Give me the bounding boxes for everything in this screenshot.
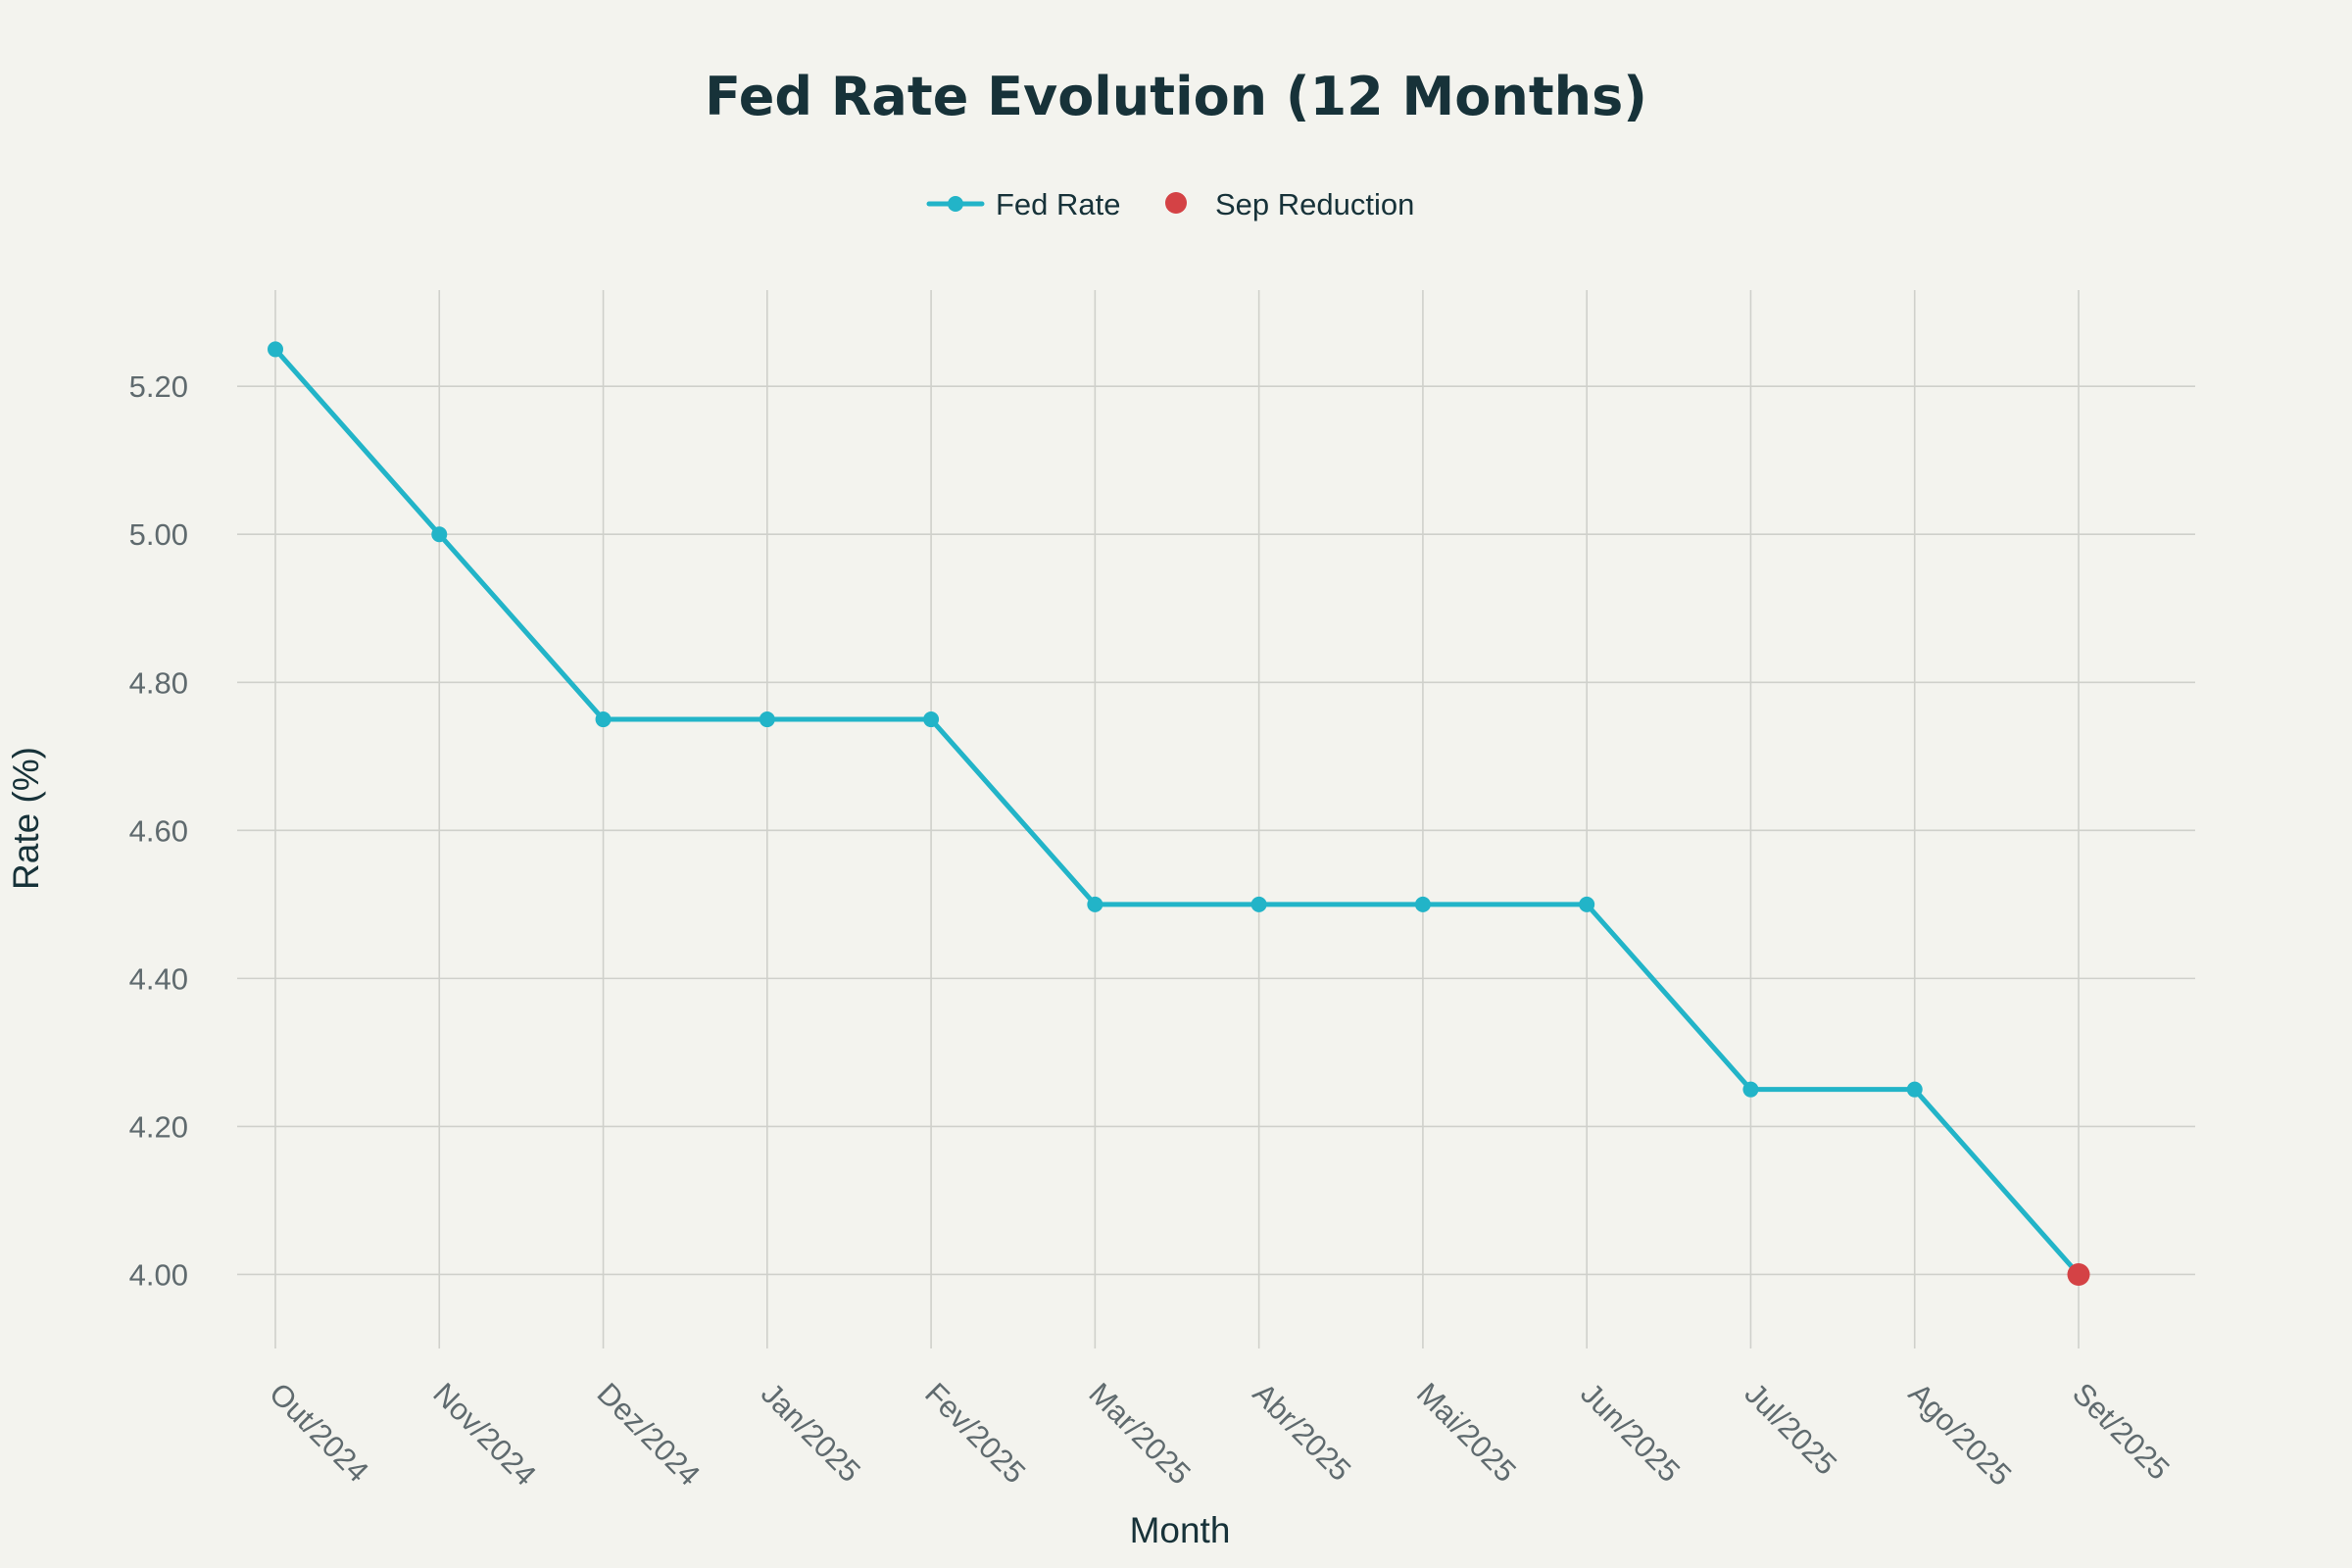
fed-rate-point-fev-2025[interactable] (923, 711, 940, 728)
series-layer (268, 341, 2090, 1286)
y-tick-label-4-40: 4.40 (129, 961, 188, 996)
y-tick-label-4-00: 4.00 (129, 1257, 188, 1292)
x-axis-title: Month (1130, 1510, 1231, 1550)
y-tick-label-5-00: 5.00 (129, 517, 188, 552)
y-axis-title: Rate (%) (6, 747, 46, 890)
legend-item-fed-rate[interactable]: Fed Rate (926, 187, 1121, 221)
y-tick-label-4-20: 4.20 (129, 1109, 188, 1144)
x-tick-label-set-2025: Set/2025 (2066, 1376, 2177, 1487)
x-tick-label-mar-2025: Mar/2025 (1082, 1376, 1197, 1491)
fed-rate-series-line (272, 346, 2082, 1277)
x-gridlines (274, 290, 2080, 1348)
legend-sep-reduction-marker-symbol (1165, 192, 1187, 214)
sep-reduction-point-set-2025[interactable] (2067, 1262, 2090, 1286)
fed-rate-point-abr-2025[interactable] (1250, 896, 1267, 912)
y-tick-label-4-80: 4.80 (129, 665, 188, 700)
x-tick-label-dez-2024: Dez/2024 (591, 1376, 708, 1493)
y-tick-label-5-20: 5.20 (129, 369, 188, 404)
x-tick-label-mai-2025: Mai/2025 (1410, 1376, 1523, 1489)
fed-rate-point-nov-2024[interactable] (431, 526, 448, 543)
x-tick-label-out-2024: Out/2024 (263, 1376, 375, 1489)
legend-item-sep-reduction[interactable]: Sep Reduction (1165, 187, 1414, 221)
x-tick-label-jul-2025: Jul/2025 (1739, 1376, 1844, 1482)
x-tick-label-jan-2025: Jan/2025 (755, 1376, 867, 1489)
fed-rate-point-jun-2025[interactable] (1579, 896, 1595, 912)
fed-rate-point-mar-2025[interactable] (1087, 896, 1103, 912)
x-axis-tick-labels: Out/2024 Nov/2024 Dez/2024 Jan/2025 Fev/2025… (263, 1376, 2177, 1493)
fed-rate-point-ago-2025[interactable] (1906, 1081, 1923, 1098)
y-axis-tick-labels: 4.00 4.20 4.40 4.60 4.80 5.00 5.20 (129, 369, 188, 1292)
x-tick-label-fev-2025: Fev/2025 (918, 1376, 1032, 1490)
fed-rate-point-out-2024[interactable] (268, 341, 283, 358)
x-tick-label-ago-2025: Ago/2025 (1902, 1376, 2019, 1493)
fed-rate-point-jan-2025[interactable] (759, 711, 775, 728)
y-tick-label-4-60: 4.60 (129, 813, 188, 848)
fed-rate-point-dez-2024[interactable] (595, 711, 612, 728)
legend-label-fed-rate: Fed Rate (996, 187, 1121, 221)
fed-rate-point-jul-2025[interactable] (1742, 1081, 1759, 1098)
x-tick-label-nov-2024: Nov/2024 (426, 1376, 543, 1493)
legend-fed-rate-marker-symbol (948, 196, 963, 212)
y-gridlines (237, 385, 2195, 1276)
legend-label-sep-reduction: Sep Reduction (1215, 187, 1414, 221)
fed-rate-point-mai-2025[interactable] (1414, 896, 1431, 912)
x-tick-label-abr-2025: Abr/2025 (1247, 1376, 1358, 1488)
chart-title: Fed Rate Evolution (12 Months) (705, 66, 1647, 127)
chart-legend: Fed Rate Sep Reduction (926, 187, 1414, 221)
x-tick-label-jun-2025: Jun/2025 (1574, 1376, 1687, 1489)
